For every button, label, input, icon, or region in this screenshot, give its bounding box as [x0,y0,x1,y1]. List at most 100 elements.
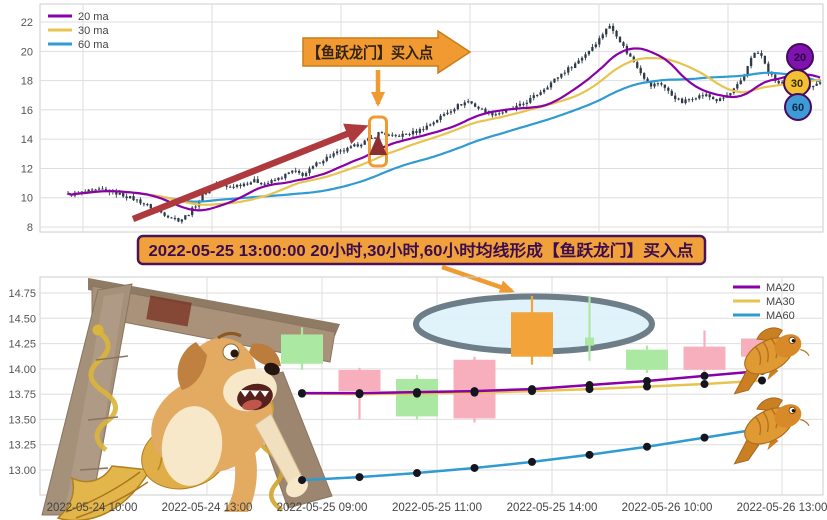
candle [626,349,668,370]
candle [87,189,90,192]
dragon-gate-illustration [41,278,340,516]
ma-line-60 [67,71,821,203]
candle [281,334,323,364]
signal-banner: 2022-05-25 13:00:00 20小时,30小时,60小时均线形成【鱼… [136,234,707,294]
candle [556,77,560,79]
candle [163,212,166,216]
top-chart: 22 20 18 16 14 12 10 8 20 ma 30 ma 60 ma 【鱼跃龙门】买入… [21,3,824,234]
ma-marker [700,433,709,442]
legend-label: 30 ma [78,25,109,37]
ma-marker [355,473,364,482]
candle [232,186,235,188]
candle [339,150,342,152]
candle [705,94,708,97]
top-y-axis: 22 20 18 16 14 12 10 8 [21,17,33,234]
candle [736,84,739,89]
candle [408,134,411,136]
candle [332,153,335,157]
candle [460,104,463,106]
candle [91,189,94,191]
candle [539,92,542,95]
candle [587,50,591,55]
candle [135,199,139,201]
candle [591,47,594,51]
candle [605,28,608,35]
candle [335,151,339,154]
x-tick-label: 2022-05-24 13:00 [162,502,253,514]
ma-marker [643,382,651,391]
candle [701,95,704,97]
candle [118,192,121,195]
candle [660,83,663,85]
candle [329,156,332,158]
bottom-frame [39,276,824,496]
candle [608,25,611,29]
candle [363,140,366,145]
candle [94,189,97,191]
candle [377,132,380,138]
candle [653,83,656,87]
candle [646,78,649,82]
candle [598,38,601,45]
candle [101,188,104,190]
buy-marker [368,115,388,168]
candle [511,312,553,357]
legend-label: 60 ma [78,39,109,51]
candle [308,168,311,174]
candle [756,52,760,54]
candle [491,111,494,116]
candle [356,144,359,147]
ma-marker [413,469,421,478]
candle [515,105,518,109]
candle [146,204,149,206]
candle [249,182,252,185]
candle [560,73,563,78]
candle [715,99,718,102]
candle [574,63,577,69]
candle [815,83,818,86]
candle [749,57,753,67]
ma-badges: 20 30 60 [783,43,814,121]
candle [139,199,142,204]
buy-annotation: 【鱼跃龙门】买入点 [302,29,472,107]
y-tick-label: 13.75 [8,389,36,401]
candle [718,98,722,102]
candle [284,173,287,179]
candle [456,104,459,110]
ma-marker [355,389,364,398]
candle [629,53,632,57]
ma-badge-label: 60 [792,102,804,114]
candle [691,99,694,101]
buy-annotation-label: 【鱼跃龙门】买入点 [307,43,433,62]
candle [522,103,525,105]
candle [266,183,270,185]
candle [149,204,152,209]
bottom-candles [281,296,783,423]
candle [594,44,597,48]
candle [301,172,304,176]
candle [694,98,698,100]
candle [315,162,318,167]
candle [280,177,284,179]
candle [708,94,711,98]
candle [170,217,173,219]
candle [601,34,604,39]
legend-label: MA60 [766,310,795,322]
candle [439,115,442,120]
ma-marker [470,463,479,472]
candle [273,179,277,181]
gold-dragon-carving [88,327,118,452]
candle [97,188,101,190]
candle [260,182,263,185]
candle [322,160,325,164]
candle [494,114,497,116]
y-tick-label: 12 [21,163,33,175]
bottom-ma-dots [298,366,766,485]
candle [404,133,408,135]
y-tick-label: 13.50 [8,414,36,426]
candle [763,55,767,64]
candle [263,183,266,185]
ma-badge-label: 20 [794,52,806,64]
ma-marker [298,389,306,398]
